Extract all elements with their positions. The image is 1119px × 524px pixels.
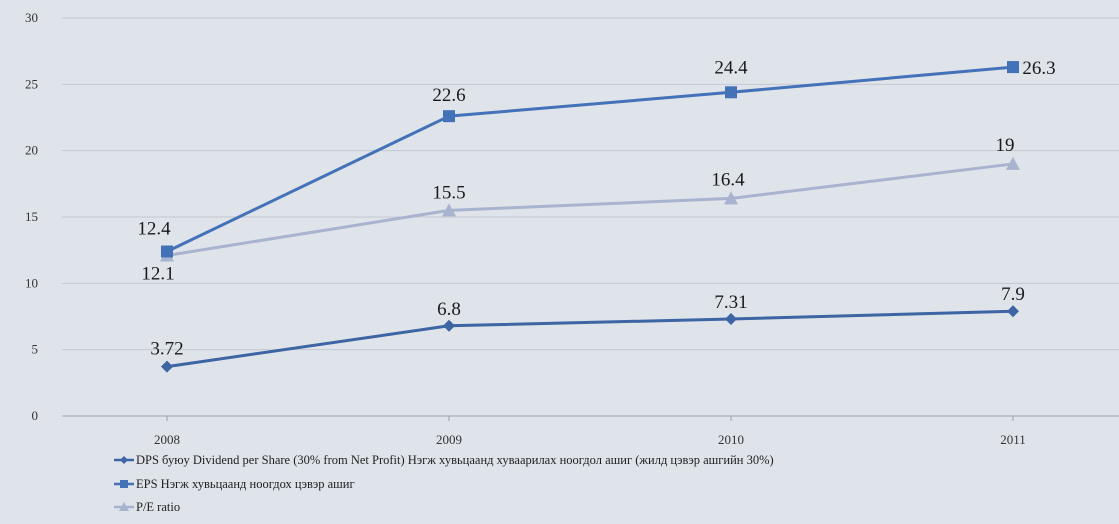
data-label: 26.3 <box>1022 58 1055 79</box>
data-label: 16.4 <box>711 169 745 190</box>
data-point <box>443 110 455 123</box>
data-point <box>442 203 456 217</box>
legend-marker <box>119 502 129 511</box>
y-tick-label: 25 <box>25 76 38 91</box>
data-label: 22.6 <box>432 85 465 106</box>
data-point <box>443 319 455 332</box>
y-tick-label: 15 <box>25 209 38 224</box>
data-point <box>724 191 738 205</box>
data-label: 12.1 <box>141 263 174 284</box>
y-tick-label: 30 <box>25 10 38 25</box>
data-label: 19 <box>996 135 1015 156</box>
y-tick-label: 5 <box>32 342 39 357</box>
data-label: 3.72 <box>150 339 183 360</box>
y-tick-label: 10 <box>25 275 38 290</box>
y-tick-label: 0 <box>32 408 39 423</box>
series-line <box>165 65 1015 253</box>
data-point <box>161 360 173 373</box>
legend-marker <box>120 456 128 464</box>
data-point <box>1006 156 1020 170</box>
series-line <box>165 309 1015 369</box>
x-tick-label: 2010 <box>718 432 744 447</box>
data-point <box>725 86 737 99</box>
data-point <box>161 245 173 258</box>
data-point <box>1007 61 1019 74</box>
data-point <box>1007 305 1019 318</box>
data-label: 7.31 <box>714 292 747 313</box>
legend-marker <box>120 480 128 488</box>
legend-label: P/E ratio <box>136 500 180 514</box>
x-tick-label: 2008 <box>154 432 180 447</box>
series-line <box>165 162 1015 257</box>
legend-label: DPS буюу Dividend per Share (30% from Ne… <box>136 453 774 467</box>
data-label: 24.4 <box>714 57 748 78</box>
data-label: 7.9 <box>1001 284 1025 305</box>
data-point <box>725 313 737 326</box>
data-label: 15.5 <box>432 182 465 203</box>
data-label: 6.8 <box>437 299 461 320</box>
legend-label: EPS Нэгж хувьцаанд ноогдох цэвэр ашиг <box>136 477 355 491</box>
data-label: 12.4 <box>137 218 171 239</box>
x-tick-label: 2011 <box>1000 432 1026 447</box>
y-tick-label: 20 <box>25 143 38 158</box>
x-tick-label: 2009 <box>436 432 462 447</box>
